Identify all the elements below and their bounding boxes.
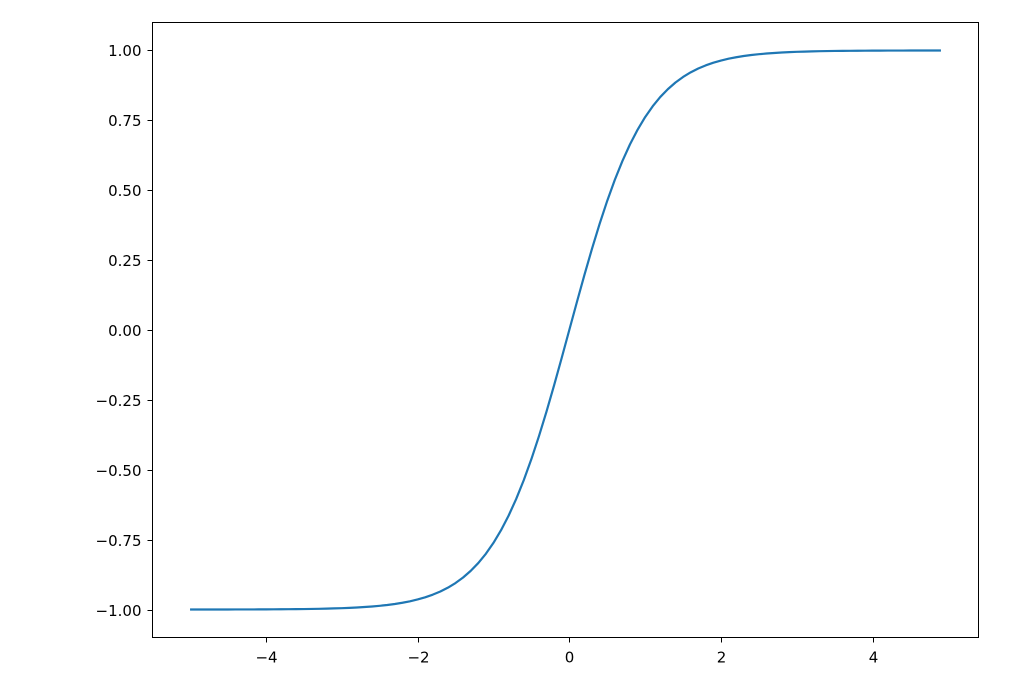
y-tick-label: −0.75 <box>96 532 142 550</box>
x-tick-label: 2 <box>717 649 727 667</box>
series-line <box>190 49 941 611</box>
axes-frame <box>152 22 979 638</box>
y-tick-label: 0.50 <box>108 182 141 200</box>
y-tick-label: −0.50 <box>96 462 142 480</box>
x-tick-label: 0 <box>565 649 575 667</box>
y-tick-label: 1.00 <box>108 42 141 60</box>
y-tick-label: 0.75 <box>108 112 141 130</box>
x-tick-label: −4 <box>255 649 277 667</box>
x-tick-label: −2 <box>407 649 429 667</box>
y-tick-label: 0.00 <box>108 322 141 340</box>
y-tick-label: −1.00 <box>96 602 142 620</box>
x-tick-label: 4 <box>869 649 879 667</box>
y-tick-label: −0.25 <box>96 392 142 410</box>
y-tick-label: 0.25 <box>108 252 141 270</box>
